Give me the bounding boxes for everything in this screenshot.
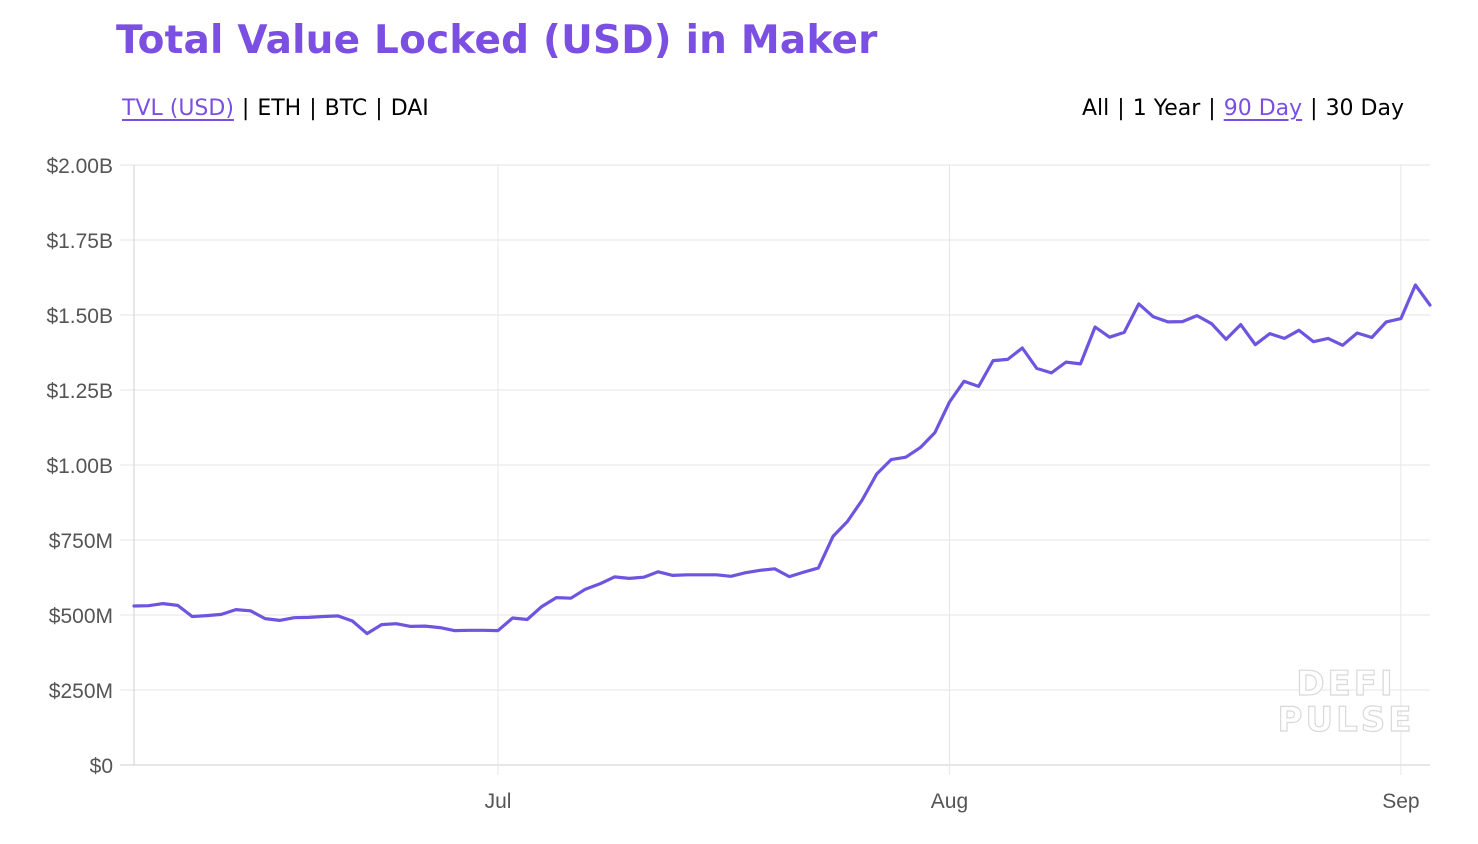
separator: |	[375, 96, 383, 121]
range-toggle: All | 1 Year | 90 Day | 30 Day	[1082, 96, 1404, 121]
tvl-series-line	[132, 283, 1432, 636]
y-tick-label: $500M	[49, 605, 113, 628]
y-tick-label: $1.25B	[46, 380, 113, 403]
metric-toggle: TVL (USD) | ETH | BTC | DAI	[122, 96, 429, 121]
toggle-eth[interactable]: ETH	[257, 96, 302, 121]
y-tick-label: $1.00B	[46, 455, 113, 478]
range-all[interactable]: All	[1082, 96, 1110, 121]
toggle-btc[interactable]: BTC	[324, 96, 368, 121]
separator: |	[1117, 96, 1125, 121]
defi-pulse-watermark: DEFI PULSE	[1276, 664, 1416, 740]
x-tick-label: Aug	[931, 790, 968, 813]
watermark-line: PULSE	[1277, 700, 1415, 740]
y-tick-label: $2.00B	[46, 155, 113, 178]
x-tick-label: Jul	[485, 790, 512, 813]
y-tick-label: $1.75B	[46, 230, 113, 253]
separator: |	[1310, 96, 1318, 121]
chart-title: Total Value Locked (USD) in Maker	[116, 18, 878, 63]
x-tick-label: Sep	[1382, 790, 1419, 813]
toggle-tvl-usd[interactable]: TVL (USD)	[122, 96, 234, 121]
range-1-year[interactable]: 1 Year	[1132, 96, 1201, 121]
y-tick-label: $1.50B	[46, 305, 113, 328]
separator: |	[309, 96, 317, 121]
toggle-dai[interactable]: DAI	[390, 96, 429, 121]
range-30-day[interactable]: 30 Day	[1325, 96, 1404, 121]
y-tick-label: $250M	[49, 680, 113, 703]
y-tick-label: $750M	[49, 530, 113, 553]
range-90-day[interactable]: 90 Day	[1223, 96, 1303, 121]
separator: |	[241, 96, 250, 121]
watermark-line: DEFI	[1296, 664, 1396, 704]
y-tick-label: $0	[90, 755, 113, 778]
separator: |	[1208, 96, 1216, 121]
